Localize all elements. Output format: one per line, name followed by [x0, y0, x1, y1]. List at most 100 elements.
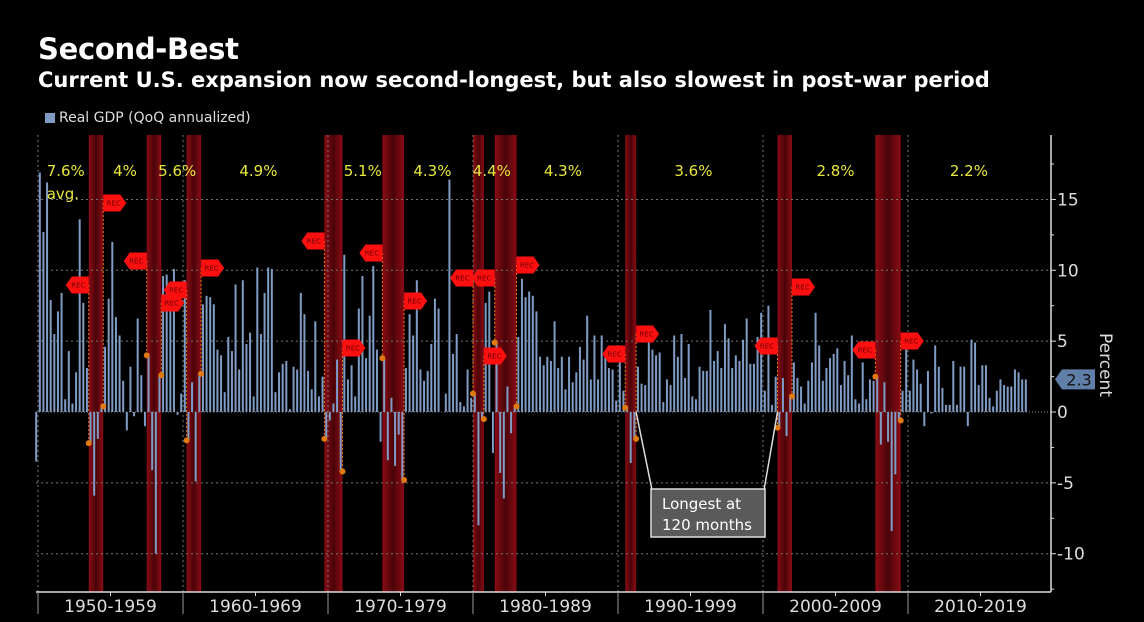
bar	[843, 360, 846, 412]
bar	[107, 298, 110, 412]
bar	[600, 335, 603, 412]
bar	[818, 345, 821, 412]
bar	[517, 336, 520, 412]
bar	[669, 385, 672, 412]
bar	[252, 396, 255, 412]
annotation-box	[650, 488, 766, 538]
bar	[952, 360, 955, 412]
rec-flag-icon	[342, 339, 366, 357]
bar	[466, 369, 469, 412]
bar	[865, 399, 868, 412]
bar	[655, 355, 658, 412]
bar	[597, 379, 600, 412]
rec-flag-icon	[516, 256, 540, 274]
bar	[259, 334, 262, 412]
bar	[1010, 386, 1013, 412]
bar	[850, 335, 853, 412]
rec-marker-dot	[622, 404, 629, 411]
bar	[636, 366, 639, 412]
bar	[82, 302, 85, 412]
bar	[651, 349, 654, 412]
rec-flag-icon	[754, 337, 778, 355]
bar	[437, 308, 440, 412]
average-note: avg.	[47, 185, 79, 203]
bar	[995, 390, 998, 412]
bar	[752, 363, 755, 412]
rec-flag-label: REC	[165, 300, 179, 308]
bar	[299, 292, 302, 412]
rec-flag-icon	[359, 244, 383, 262]
bar	[575, 372, 578, 412]
bar	[415, 280, 418, 412]
bar	[539, 356, 542, 412]
bar	[111, 241, 114, 412]
bar	[535, 311, 538, 412]
expansion-average-label: 5.6%	[158, 162, 196, 180]
bar	[35, 412, 38, 462]
bar	[658, 352, 661, 412]
bar	[814, 312, 817, 412]
bar	[481, 412, 484, 420]
rec-flag-label: REC	[71, 282, 85, 290]
bar	[278, 372, 281, 412]
recession-band	[146, 135, 162, 592]
expansion-average-label: 2.8%	[816, 162, 854, 180]
bar	[716, 351, 719, 412]
rec-marker-dot	[401, 477, 408, 484]
bar	[321, 376, 324, 412]
bar	[404, 368, 407, 412]
recession-bands	[88, 135, 901, 592]
bar	[945, 404, 948, 412]
bar	[665, 379, 668, 412]
bar	[854, 399, 857, 412]
x-tick-label: 2000-2009	[789, 597, 882, 617]
bar	[531, 295, 534, 412]
bar	[379, 412, 382, 442]
bar	[332, 403, 335, 412]
y-tick-label: 5	[1057, 332, 1068, 352]
x-tick-label: 1990-1999	[644, 597, 737, 617]
bar	[887, 412, 890, 442]
y-tick-label: -5	[1057, 474, 1074, 494]
bar	[56, 311, 59, 412]
bar	[901, 390, 904, 412]
bar	[832, 353, 835, 412]
bar	[180, 393, 183, 412]
expansion-average-label: 4.9%	[239, 162, 277, 180]
expansion-average-label: 2.2%	[950, 162, 988, 180]
bar	[194, 412, 197, 482]
bar	[687, 343, 690, 412]
bar	[963, 366, 966, 412]
bar	[129, 366, 132, 412]
bar	[274, 392, 277, 412]
bar	[593, 335, 596, 412]
rec-flag-icon	[161, 294, 185, 312]
bar	[640, 383, 643, 412]
legend-label: Real GDP (QoQ annualized)	[59, 110, 251, 126]
axes: 15 10 5 0 -5 -10 Percent 1950-1959 1960-1969 1970…	[36, 135, 1115, 617]
bar	[412, 335, 415, 412]
bar	[930, 412, 933, 414]
recession-band	[625, 135, 637, 592]
bar	[383, 358, 386, 412]
bar	[622, 390, 625, 412]
rec-marker-dot	[491, 339, 498, 346]
bar	[749, 363, 752, 412]
bar	[100, 406, 103, 412]
rec-marker-dot	[513, 403, 520, 410]
rec-marker-dot	[183, 437, 190, 444]
bar	[38, 172, 41, 412]
bar	[702, 370, 705, 412]
bar	[1013, 369, 1016, 412]
bar	[448, 179, 451, 412]
bar	[513, 406, 516, 412]
rec-flag-label: REC	[487, 353, 501, 361]
bar	[191, 382, 194, 412]
bar	[553, 321, 556, 412]
bar	[85, 368, 88, 412]
bar	[586, 315, 589, 412]
bar	[988, 397, 991, 412]
rec-flag-icon	[65, 276, 89, 294]
bar	[912, 359, 915, 412]
